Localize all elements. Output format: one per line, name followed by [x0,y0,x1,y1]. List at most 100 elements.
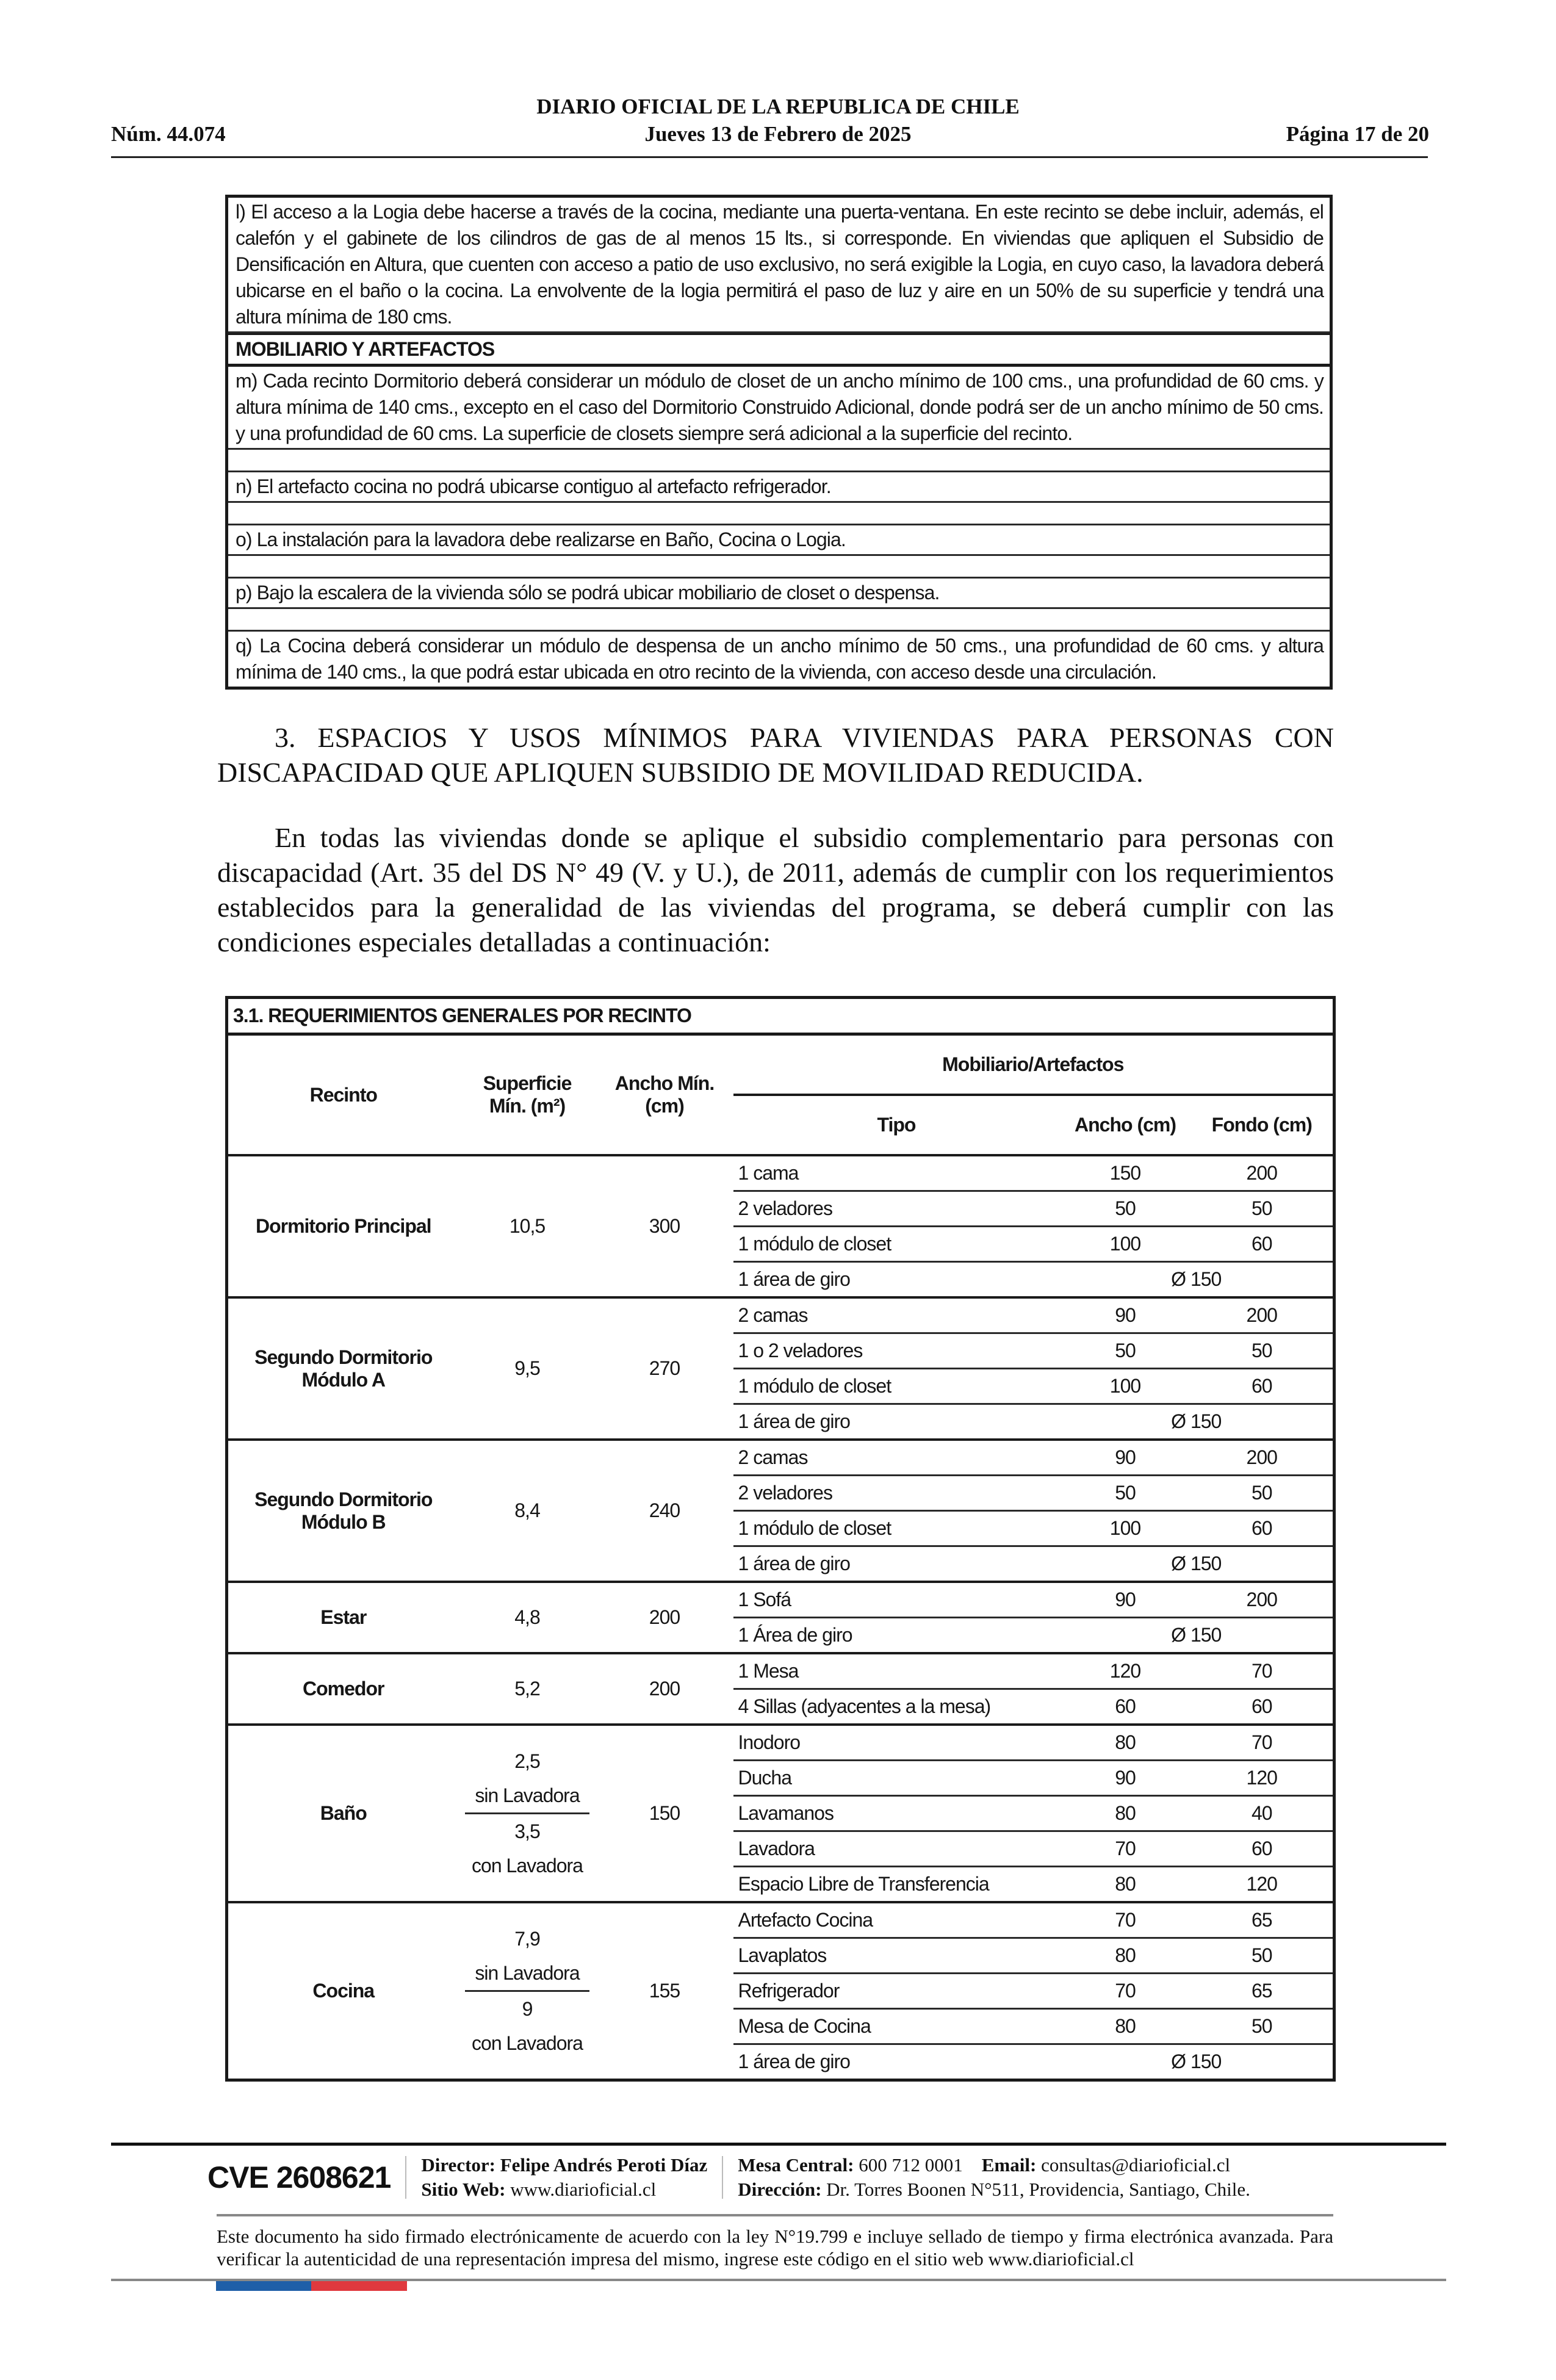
item-diametro: Ø 150 [1059,2044,1334,2082]
room-ancho-min: 200 [596,1582,733,1654]
item-ancho: 90 [1059,1582,1191,1618]
table-row: Lavadora 70 60 [227,1831,1334,1867]
website-label: Sitio Web: [421,2179,506,2200]
room-name: Segundo Dormitorio Módulo A [226,1297,459,1441]
table-row: 4 Sillas (adyacentes a la mesa) 60 60 [227,1689,1334,1726]
item-tipo: Ducha [733,1760,1060,1797]
superficie-options: 7,9 sin Lavadora 9 con Lavadora [464,1922,591,2060]
blank-row [228,450,1330,472]
item-tipo: Mesa de Cocina [733,2008,1060,2045]
email-link[interactable]: consultas@diarioficial.cl [1041,2154,1231,2176]
director-label: Director: [421,2154,495,2176]
item-tipo: 2 camas [733,1297,1060,1334]
superficie-condition: con Lavadora [472,2032,583,2054]
flag-stripe-blue [216,2281,311,2291]
table-row: 1 área de giro Ø 150 [227,1261,1334,1299]
item-fondo: 200 [1190,1155,1334,1192]
item-tipo: Espacio Libre de Transferencia [733,1866,1060,1903]
room-superficie: 4,8 [458,1582,596,1654]
table-row: Cocina 7,9 sin Lavadora 9 con Lavadora 155 Art… [226,1902,1334,2082]
item-tipo: 2 veladores [733,1475,1060,1512]
table-row: Dormitorio Principal 10,5 300 1 cama 150 200 [226,1155,1334,1299]
item-ancho: 80 [1059,2008,1191,2045]
superficie-condition: con Lavadora [472,1855,583,1877]
item-fondo: 60 [1190,1226,1334,1263]
mesa-phone: 600 712 0001 [859,2154,963,2176]
footer-divider [111,2143,1446,2146]
item-ancho: 50 [1059,1191,1191,1227]
table-row: 1 o 2 veladores 50 50 [227,1333,1334,1369]
table-row: Espacio Libre de Transferencia 80 120 [227,1866,1334,1903]
item-tipo: Artefacto Cocina [733,1902,1060,1939]
section-3-heading: 3. ESPACIOS Y USOS MÍNIMOS PARA VIVIENDA… [217,722,1334,788]
requirements-table: 3.1. REQUERIMIENTOS GENERALES POR RECINT… [225,996,1336,2082]
section-3-intro: En todas las viviendas donde se aplique … [217,822,1334,957]
table-row: Refrigerador 70 65 [227,1973,1334,2010]
table-title: 3.1. REQUERIMIENTOS GENERALES POR RECINT… [226,997,1334,1036]
footer-separator [722,2156,724,2199]
item-tipo: 2 camas [733,1440,1060,1476]
header-tipo: Tipo [733,1095,1060,1156]
table-row: 1 módulo de closet 100 60 [227,1226,1334,1263]
item-tipo: Lavaplatos [733,1938,1060,1974]
room-superficie: 8,4 [458,1440,596,1583]
item-l: l) El acceso a la Logia debe hacerse a t… [228,198,1330,333]
item-ancho: 70 [1059,1973,1191,2010]
item-ancho: 100 [1059,1510,1191,1547]
item-ancho: 90 [1059,1297,1191,1334]
room-ancho-min: 150 [596,1725,733,1903]
item-fondo: 65 [1190,1973,1334,2010]
table-row: Segundo Dormitorio Módulo B 8,4 240 2 camas… [226,1440,1334,1583]
item-tipo: 1 cama [733,1155,1060,1192]
item-fondo: 60 [1190,1831,1334,1867]
contact-line: Mesa Central: 600 712 0001 Email: consul… [738,2154,1250,2176]
table-row: 1 área de giro Ø 150 [227,2044,1334,2082]
item-fondo: 70 [1190,1725,1334,1761]
contact-block: Mesa Central: 600 712 0001 Email: consul… [738,2154,1250,2201]
item-ancho: 50 [1059,1333,1191,1369]
item-ancho: 70 [1059,1831,1191,1867]
room-name: Cocina [226,1902,459,2082]
section-heading: MOBILIARIO Y ARTEFACTOS [228,333,1330,367]
table-row: Segundo Dormitorio Módulo A 9,5 270 2 camas… [226,1297,1334,1441]
table-row: 2 veladores 50 50 [227,1475,1334,1512]
item-tipo: 1 Área de giro [733,1617,1060,1654]
item-tipo: 1 Sofá [733,1582,1060,1618]
table-row: Estar 4,8 200 1 Sofá 90 200 [226,1582,1334,1654]
item-fondo: 120 [1190,1760,1334,1797]
table-row: Lavamanos 80 40 [227,1795,1334,1832]
item-tipo: 1 módulo de closet [733,1226,1060,1263]
item-tipo: 2 veladores [733,1191,1060,1227]
item-diametro: Ø 150 [1059,1546,1334,1583]
superficie-condition: sin Lavadora [465,1956,589,1992]
item-tipo: 1 área de giro [733,1261,1060,1299]
item-ancho: 100 [1059,1368,1191,1405]
item-q: q) La Cocina deberá considerar un módulo… [236,635,1324,683]
email-label: Email: [981,2154,1037,2176]
item-tipo: 1 módulo de closet [733,1368,1060,1405]
address-line: Dirección: Dr. Torres Boonen N°511, Prov… [738,2179,1250,2201]
item-fondo: 200 [1190,1440,1334,1476]
item-tipo: 1 área de giro [733,1546,1060,1583]
item-n: n) El artefacto cocina no podrá ubicarse… [228,472,1330,503]
item-fondo: 200 [1190,1582,1334,1618]
item-ancho: 150 [1059,1155,1191,1192]
item-fondo: 120 [1190,1866,1334,1903]
item-fondo: 50 [1190,1333,1334,1369]
page-body: l) El acceso a la Logia debe hacerse a t… [0,195,1556,2291]
room-ancho-min: 155 [596,1902,733,2082]
table-row: Ducha 90 120 [227,1760,1334,1797]
header-superficie: Superficie Mín. (m²) [458,1034,596,1156]
item-ancho: 70 [1059,1902,1191,1939]
item-ancho: 120 [1059,1653,1191,1690]
table-row: 1 área de giro Ø 150 [227,1404,1334,1441]
signature-note: Este documento ha sido firmado electróni… [217,2226,1333,2270]
header-recinto: Recinto [226,1034,459,1156]
table-row: Mesa de Cocina 80 50 [227,2008,1334,2045]
table-row: 1 módulo de closet 100 60 [227,1368,1334,1405]
item-tipo: Refrigerador [733,1973,1060,2010]
website-link[interactable]: www.diarioficial.cl [510,2179,657,2200]
item-p: p) Bajo la escalera de la vivienda sólo … [228,579,1330,609]
item-ancho: 90 [1059,1760,1191,1797]
table-row: Baño 2,5 sin Lavadora 3,5 con Lavadora 150 Ino… [226,1725,1334,1903]
